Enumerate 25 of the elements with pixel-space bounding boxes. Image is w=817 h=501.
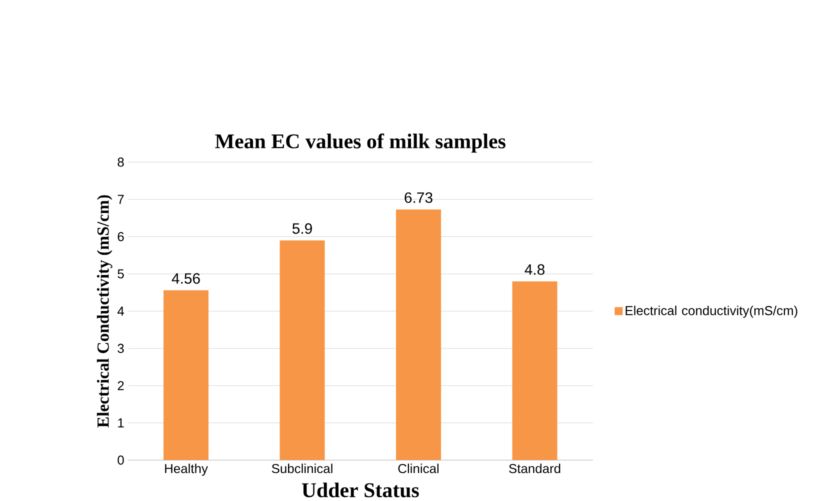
legend-label: Electrical conductivity(mS/cm) bbox=[626, 306, 798, 318]
y-tick-label: 7 bbox=[118, 195, 124, 204]
data-label: 4.56 bbox=[172, 273, 200, 284]
bar bbox=[164, 290, 209, 460]
bar bbox=[396, 210, 442, 460]
bar bbox=[512, 282, 558, 460]
y-axis-title: Electrical Conductivity (mS/cm) bbox=[96, 195, 112, 428]
x-tick-label: Clinical bbox=[398, 464, 439, 474]
x-tick-label: Standard bbox=[509, 464, 560, 474]
y-tick-label: 6 bbox=[118, 232, 124, 242]
chart-title: Mean EC values of milk samples bbox=[215, 134, 506, 153]
data-label: 6.73 bbox=[404, 192, 432, 204]
data-label: 5.9 bbox=[292, 223, 312, 234]
y-tick-label: 2 bbox=[118, 381, 124, 390]
x-tick-label: Subclinical bbox=[272, 464, 332, 474]
y-tick-label: 0 bbox=[118, 456, 124, 465]
y-tick-label: 4 bbox=[117, 306, 124, 316]
y-tick-label: 5 bbox=[118, 270, 124, 279]
x-tick-label: Healthy bbox=[165, 464, 208, 476]
y-tick-label: 1 bbox=[118, 418, 124, 428]
x-axis-title: Udder Status bbox=[302, 482, 419, 498]
y-tick-label: 3 bbox=[118, 344, 124, 354]
bar bbox=[280, 240, 325, 460]
data-label: 4.8 bbox=[524, 264, 544, 275]
y-tick-label: 8 bbox=[118, 158, 124, 167]
